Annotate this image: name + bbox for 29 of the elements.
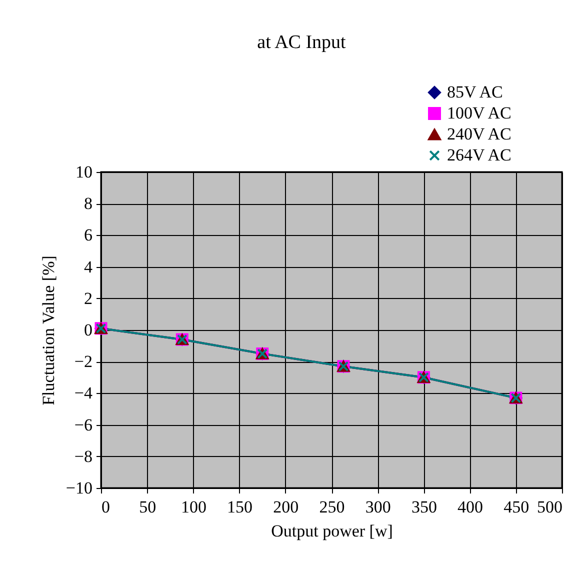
legend-label: 240V AC [447, 124, 512, 144]
y-tick-label: −2 [74, 352, 92, 372]
legend-label: 264V AC [447, 146, 512, 164]
y-tick-label: 6 [84, 226, 92, 245]
y-axis-title: Fluctuation Value [%] [38, 256, 58, 406]
x-tick-label: 250 [319, 498, 345, 516]
y-tick-label: 10 [76, 162, 92, 182]
x-tick-label: 350 [411, 498, 437, 516]
y-tick-label: 4 [84, 257, 93, 276]
x-tick-label: 500 [537, 498, 562, 516]
x-tick-label: 150 [227, 498, 253, 516]
x-tick-label: 200 [273, 498, 299, 516]
y-tick-label: 8 [84, 194, 92, 214]
y-tick-label: −6 [74, 415, 92, 434]
y-tick-label: −8 [74, 446, 92, 466]
x-tick-label: 450 [504, 498, 530, 516]
legend-label: 100V AC [447, 104, 512, 122]
x-tick-label: 300 [365, 498, 391, 516]
x-axis-title: Output power [w] [271, 522, 393, 540]
x-tick-label: 0 [102, 498, 110, 516]
y-tick-label: 0 [84, 320, 92, 340]
x-tick-label: 100 [180, 498, 206, 516]
y-tick-label: −10 [66, 478, 92, 498]
y-tick-label: 2 [84, 288, 92, 308]
chart-title: at AC Input [257, 32, 347, 53]
y-tick-label: −4 [74, 384, 93, 403]
x-tick-label: 400 [458, 498, 484, 516]
x-tick-label: 50 [139, 498, 156, 516]
legend-label: 85V AC [447, 82, 503, 102]
